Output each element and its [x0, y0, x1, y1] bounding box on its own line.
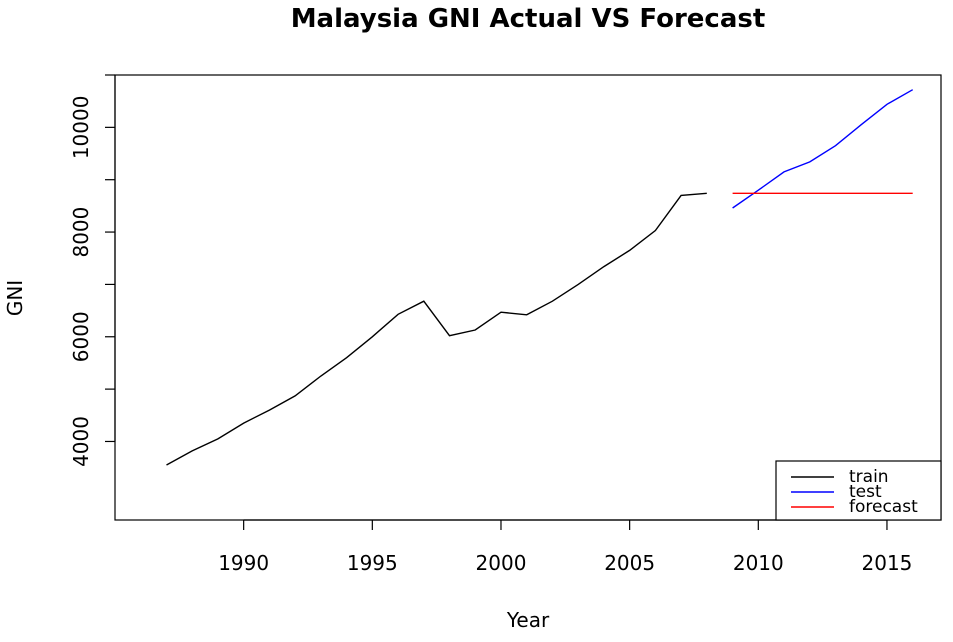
y-tick-label: 4000	[69, 416, 93, 467]
legend-box	[775, 460, 942, 521]
series-line-train	[166, 192, 707, 466]
legend-label-forecast: forecast	[849, 497, 918, 517]
y-tick-label: 8000	[69, 207, 93, 258]
series-line-test	[732, 89, 914, 209]
y-tick-label: 6000	[69, 311, 93, 362]
y-axis-label: GNI	[3, 280, 27, 316]
x-axis-label: Year	[506, 608, 550, 632]
plot-frame	[114, 74, 942, 521]
x-tick-label: 1990	[218, 551, 269, 575]
legend-label-test: test	[849, 482, 882, 502]
series-layer	[166, 89, 914, 466]
plot-border	[114, 74, 942, 521]
y-axis: 4000 6000 8000 10000	[69, 74, 116, 467]
x-tick-label: 1995	[347, 551, 398, 575]
x-tick-label: 2005	[604, 551, 655, 575]
y-tick-label: 10000	[69, 96, 93, 160]
x-tick-label: 2010	[733, 551, 784, 575]
x-tick-label: 2000	[476, 551, 527, 575]
chart-title: Malaysia GNI Actual VS Forecast	[291, 4, 766, 34]
legend-label-train: train	[849, 467, 889, 487]
x-axis: 1990 1995 2000 2005 2010 2015	[218, 519, 913, 575]
x-tick-label: 2015	[862, 551, 913, 575]
